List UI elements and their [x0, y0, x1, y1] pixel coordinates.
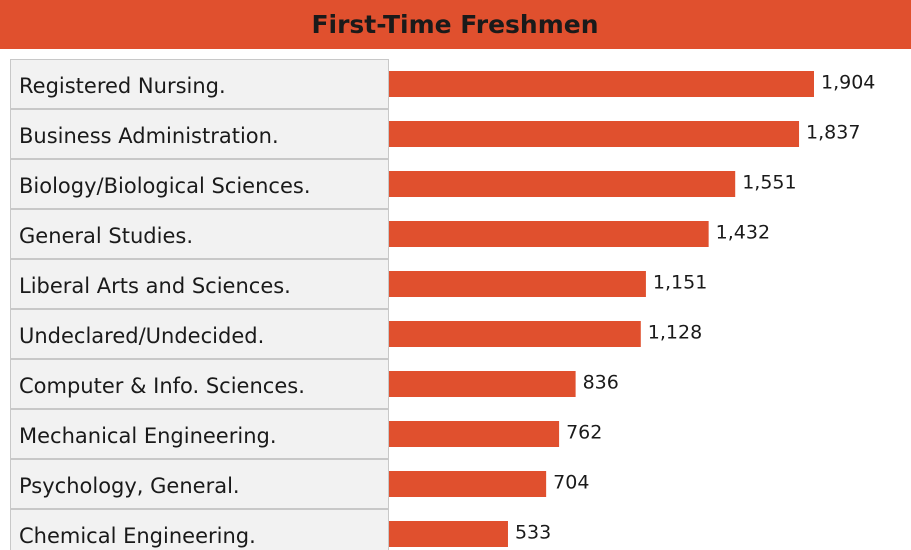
bar — [389, 71, 814, 97]
bar — [389, 121, 800, 147]
title-bar — [0, 0, 911, 49]
value-label: 1,904 — [821, 72, 875, 94]
value-label: 762 — [566, 422, 602, 444]
bar — [389, 171, 736, 197]
category-label: Business Administration. — [19, 124, 279, 148]
category-label: Psychology, General. — [19, 474, 240, 498]
value-label: 836 — [583, 372, 619, 394]
bar — [389, 221, 709, 247]
value-label: 533 — [515, 522, 551, 544]
bar — [389, 421, 560, 447]
category-label: Chemical Engineering. — [19, 524, 256, 548]
category-label: Registered Nursing. — [19, 74, 226, 98]
bar — [389, 521, 508, 547]
category-cell — [10, 359, 389, 409]
category-label: Liberal Arts and Sciences. — [19, 274, 291, 298]
value-label: 1,151 — [653, 272, 707, 294]
category-cell — [10, 159, 389, 209]
category-cell — [10, 59, 389, 109]
value-label: 704 — [553, 472, 589, 494]
bar — [389, 271, 646, 297]
value-label: 1,128 — [648, 322, 702, 344]
bar — [389, 471, 547, 497]
category-label: Computer & Info. Sciences. — [19, 374, 305, 398]
category-cell — [10, 409, 389, 459]
value-label: 1,432 — [716, 222, 770, 244]
chart-title: First-Time Freshmen — [311, 10, 598, 39]
category-cell — [10, 259, 389, 309]
value-label: 1,837 — [806, 122, 860, 144]
bar — [389, 321, 641, 347]
category-cell — [10, 109, 389, 159]
category-cell — [10, 509, 389, 550]
category-cell — [10, 209, 389, 259]
category-label: General Studies. — [19, 224, 193, 248]
category-label: Biology/Biological Sciences. — [19, 174, 311, 198]
category-cell — [10, 459, 389, 509]
bar — [389, 371, 576, 397]
category-label: Undeclared/Undecided. — [19, 324, 264, 348]
category-label: Mechanical Engineering. — [19, 424, 277, 448]
value-label: 1,551 — [742, 172, 796, 194]
category-cell — [10, 309, 389, 359]
